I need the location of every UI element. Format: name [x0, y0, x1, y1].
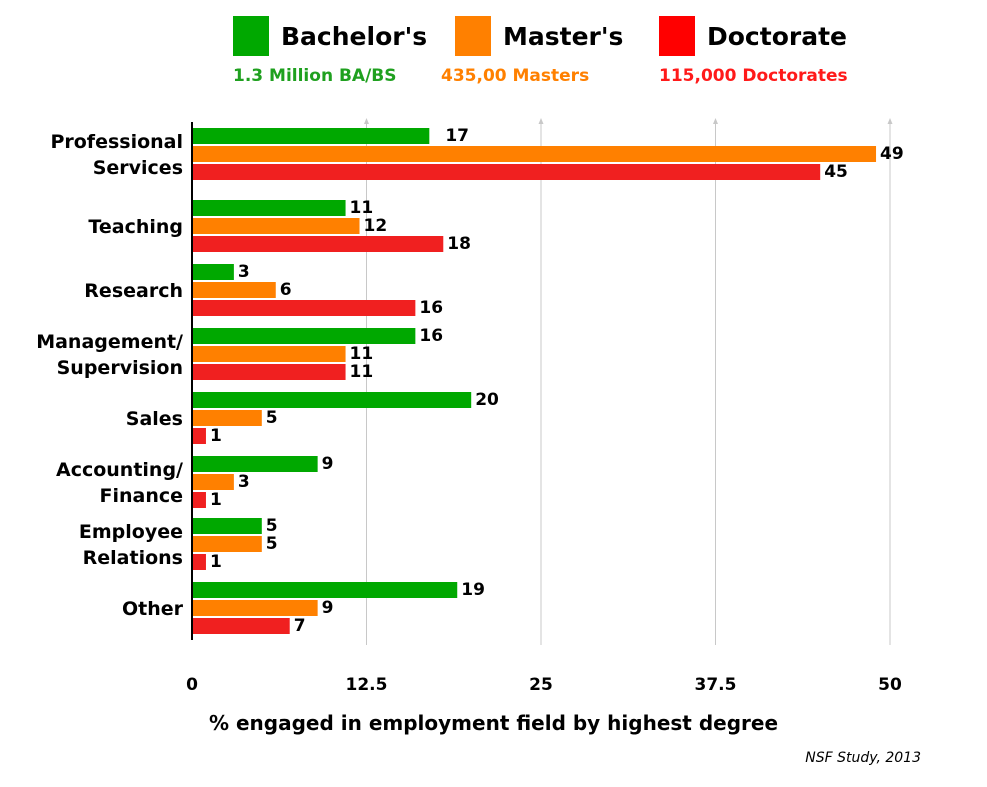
bar	[192, 282, 276, 298]
legend-label-masters: Master's	[503, 21, 624, 51]
data-label: 6	[280, 280, 292, 300]
bar	[192, 346, 346, 362]
data-label: 9	[322, 598, 334, 618]
category-label: Sales	[126, 408, 183, 430]
legend-swatch-bachelors	[233, 16, 269, 56]
gridline-arrow	[713, 118, 718, 124]
bar	[192, 582, 458, 598]
bar	[192, 518, 262, 534]
data-label: 1	[210, 426, 222, 446]
source-note: NSF Study, 2013	[805, 750, 921, 766]
bar	[192, 364, 346, 380]
data-label: 11	[350, 344, 374, 364]
data-label: 11	[350, 198, 374, 218]
bar	[192, 218, 360, 234]
total-doctorates: 115,000 Doctorates	[659, 66, 848, 86]
legend-label-bachelors: Bachelor's	[281, 21, 428, 51]
bar	[192, 264, 234, 280]
category-label: Professional Services	[50, 131, 183, 179]
category-label: Research	[84, 280, 183, 302]
legend-swatch-masters	[455, 16, 491, 56]
bar	[192, 410, 262, 426]
bar	[192, 200, 346, 216]
category-label: Employee Relations	[79, 521, 183, 569]
bar	[192, 146, 877, 162]
bar	[192, 392, 472, 408]
bar	[192, 328, 416, 344]
data-label: 9	[322, 454, 334, 474]
bar	[192, 600, 318, 616]
legend-label-doctorate: Doctorate	[707, 21, 847, 51]
data-label: 1	[210, 490, 222, 510]
legend-item-bachelors: Bachelor's	[233, 14, 427, 58]
category-label: Teaching	[88, 216, 183, 238]
bar	[192, 554, 206, 570]
data-label: 16	[419, 326, 443, 346]
x-tick-label: 12.5	[346, 675, 388, 695]
data-label: 7	[294, 616, 306, 636]
category-label: Management/Supervision	[36, 331, 183, 379]
data-label: 18	[447, 234, 471, 254]
x-axis-title: % engaged in employment field by highest…	[208, 711, 779, 735]
legend-item-masters: Master's	[455, 14, 623, 58]
gridline-arrow	[364, 118, 369, 124]
bar	[192, 164, 821, 180]
data-label: 49	[880, 144, 904, 164]
bar	[192, 128, 430, 144]
x-tick-label: 0	[186, 675, 198, 695]
gridline-arrow	[538, 118, 544, 124]
bar	[192, 236, 444, 252]
data-label: 17	[445, 126, 469, 146]
data-label: 5	[266, 516, 278, 536]
data-label: 16	[419, 298, 443, 318]
x-tick-label: 25	[529, 675, 553, 695]
data-label: 3	[238, 262, 250, 282]
data-label: 20	[475, 390, 499, 410]
data-label: 11	[350, 362, 374, 382]
data-label: 19	[461, 580, 485, 600]
x-tick-label: 37.5	[695, 675, 737, 695]
data-label: 5	[266, 408, 278, 428]
category-label: Accounting/Finance	[56, 459, 183, 507]
legend-swatch-doctorate	[659, 16, 695, 56]
total-masters: 435,00 Masters	[441, 66, 590, 86]
bar	[192, 300, 416, 316]
bar	[192, 536, 262, 552]
bar	[192, 474, 234, 490]
legend-item-doctorate: Doctorate	[659, 14, 847, 58]
data-label: 3	[238, 472, 250, 492]
data-label: 5	[266, 534, 278, 554]
category-label: Other	[122, 598, 184, 620]
bar	[192, 428, 206, 444]
bar	[192, 492, 206, 508]
degree-totals: 1.3 Million BA/BS 435,00 Masters 115,000…	[0, 66, 987, 88]
data-label: 12	[364, 216, 388, 236]
total-bachelors: 1.3 Million BA/BS	[233, 66, 397, 86]
bar	[192, 618, 290, 634]
bar	[192, 456, 318, 472]
data-label: 45	[824, 162, 848, 182]
data-label: 1	[210, 552, 222, 572]
legend: Bachelor's Master's Doctorate	[0, 14, 987, 58]
x-tick-label: 50	[878, 675, 902, 695]
gridline-arrow	[887, 118, 893, 124]
